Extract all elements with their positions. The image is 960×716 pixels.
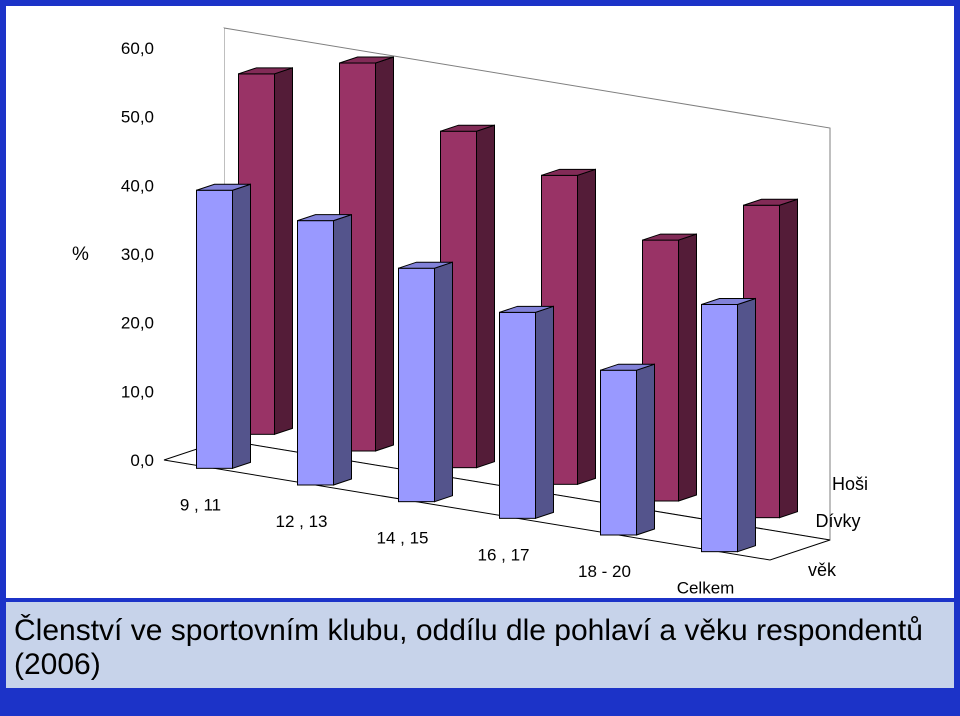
bottom-strip [0, 690, 960, 716]
bar-divky-0-side [232, 183, 251, 470]
y-axis-label: % [72, 244, 89, 265]
bar-divky-4-side [636, 363, 655, 536]
bar-divky-5 [701, 297, 756, 553]
x-category-label: 9 , 11 [180, 495, 221, 514]
y-tick-label: 20,0 [121, 314, 154, 333]
series-label-hosi: Hoši [832, 474, 868, 494]
y-tick-label: 30,0 [121, 245, 154, 264]
bar-hosi-5-top [743, 198, 798, 206]
bar-divky-2-top [398, 261, 453, 269]
bar-divky-1-side [333, 213, 352, 486]
bar-hosi-2-side [476, 124, 495, 469]
bar-hosi-5-side [779, 198, 798, 519]
bar-hosi-0-side [274, 67, 293, 436]
bar-divky-1-top [297, 214, 352, 222]
x-category-label: Celkem [677, 579, 735, 598]
bar-divky-2-side [434, 261, 453, 503]
bar-hosi-1-side [375, 56, 394, 452]
bar-divky-2-front [398, 267, 435, 503]
bar-divky-3-top [499, 305, 554, 313]
chart-caption: Členství ve sportovním klubu, oddílu dle… [14, 614, 923, 681]
y-tick-label: 60,0 [121, 39, 154, 58]
bar-hosi-5 [743, 198, 798, 519]
bar-divky-1 [297, 213, 352, 486]
bar-divky-4-top [600, 363, 655, 371]
bar-divky-5-front [701, 303, 738, 553]
x-category-label: 14 , 15 [377, 529, 429, 548]
y-tick-label: 40,0 [121, 176, 154, 195]
bar-hosi-2-top [440, 124, 495, 132]
bar-divky-3-front [499, 311, 536, 519]
bar-divky-0 [196, 183, 251, 470]
bar-divky-1-front [297, 220, 334, 486]
bar-divky-3-side [535, 305, 554, 520]
bar-divky-0-top [196, 183, 251, 191]
y-tick-label: 50,0 [121, 108, 154, 127]
bar-hosi-3-side [577, 168, 596, 486]
chart-panel: 0,0 10,0 20,0 30,0 40,0 50,0 60,0% 9 , 11 12 , 1… [6, 6, 954, 598]
bar-divky-5-top [701, 297, 756, 305]
y-tick-label: 10,0 [121, 382, 154, 401]
bar-divky-4 [600, 363, 655, 536]
bar-hosi-0-top [238, 67, 293, 75]
bar-hosi-1-top [339, 56, 394, 64]
bar-hosi-0 [238, 67, 293, 436]
y-tick-label: 0,0 [130, 451, 154, 470]
bar-divky-5-side [737, 297, 756, 553]
x-axis-label: věk [808, 560, 837, 580]
bar-hosi-3-top [541, 168, 596, 176]
bar-hosi-4-top [642, 233, 697, 241]
bar-hosi-4-side [678, 233, 697, 502]
bar-hosi-2 [440, 124, 495, 469]
bar-divky-3 [499, 305, 554, 520]
x-category-label: 12 , 13 [276, 512, 328, 531]
caption-band: Členství ve sportovním klubu, oddílu dle… [6, 602, 954, 688]
series-label-divky: Dívky [816, 511, 861, 531]
bar-divky-4-front [600, 369, 637, 536]
bar-divky-0-front [196, 189, 233, 469]
chart-3d-columns: 0,0 10,0 20,0 30,0 40,0 50,0 60,0% 9 , 11 12 , 1… [72, 27, 868, 598]
bar-divky-2 [398, 261, 453, 503]
x-category-label: 18 - 20 [578, 562, 631, 581]
x-category-label: 16 , 17 [478, 545, 530, 564]
